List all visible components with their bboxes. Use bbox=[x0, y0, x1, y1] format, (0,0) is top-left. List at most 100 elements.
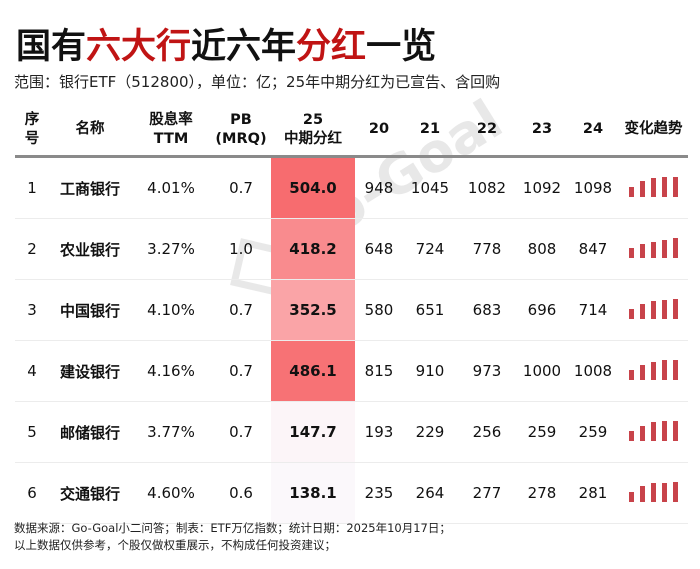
dividend-y24: 847 bbox=[567, 218, 619, 280]
spark-bar bbox=[662, 421, 667, 441]
dividend-yield: 4.10% bbox=[131, 279, 211, 341]
dividend-y22: 973 bbox=[457, 340, 517, 402]
bar-sparkline-icon bbox=[629, 419, 678, 441]
spark-bar bbox=[673, 299, 678, 319]
row-index: 3 bbox=[15, 279, 49, 341]
title-part: 一览 bbox=[366, 27, 437, 67]
col-header-yield: 股息率 TTM bbox=[131, 104, 211, 158]
bank-name: 建设银行 bbox=[49, 340, 131, 402]
dividend-table: 序号 名称 股息率 TTM PB (MRQ) 25 中期分红 20 21 22 23 … bbox=[15, 104, 688, 524]
pb-value: 0.7 bbox=[211, 156, 271, 219]
table-row: 1 工商银行 4.01% 0.7 504.0 948 1045 1082 1092 1098 bbox=[15, 156, 688, 219]
dividend-y21: 724 bbox=[403, 218, 457, 280]
spark-bar bbox=[640, 485, 645, 502]
interim-dividend-25: 504.0 bbox=[271, 156, 355, 219]
bar-sparkline-icon bbox=[629, 480, 678, 502]
dividend-y23: 1092 bbox=[517, 156, 567, 219]
row-index: 6 bbox=[15, 462, 49, 524]
dividend-y22: 1082 bbox=[457, 156, 517, 219]
table-row: 6 交通银行 4.60% 0.6 138.1 235 264 277 278 281 bbox=[15, 462, 688, 524]
row-index: 4 bbox=[15, 340, 49, 402]
dividend-y20: 948 bbox=[355, 156, 403, 219]
spark-bar bbox=[662, 240, 667, 258]
dividend-y20: 235 bbox=[355, 462, 403, 524]
dividend-y24: 281 bbox=[567, 462, 619, 524]
subtitle: 范围：银行ETF（512800），单位：亿；25年中期分红为已宣告、含回购 bbox=[14, 73, 501, 91]
trend-sparkline bbox=[619, 401, 688, 463]
col-header-div25: 25 中期分红 bbox=[271, 104, 355, 158]
trend-sparkline bbox=[619, 156, 688, 219]
pb-value: 0.7 bbox=[211, 340, 271, 402]
dividend-y24: 1098 bbox=[567, 156, 619, 219]
table-row: 3 中国银行 4.10% 0.7 352.5 580 651 683 696 714 bbox=[15, 279, 688, 341]
spark-bar bbox=[662, 300, 667, 319]
dividend-y23: 1000 bbox=[517, 340, 567, 402]
spark-bar bbox=[629, 370, 634, 380]
dividend-y24: 259 bbox=[567, 401, 619, 463]
dividend-yield: 3.77% bbox=[131, 401, 211, 463]
spark-bar bbox=[640, 365, 645, 380]
pb-value: 1.0 bbox=[211, 218, 271, 280]
dividend-y22: 683 bbox=[457, 279, 517, 341]
spark-bar bbox=[651, 241, 656, 258]
spark-bar bbox=[651, 301, 656, 319]
table-header-row: 序号 名称 股息率 TTM PB (MRQ) 25 中期分红 20 21 22 23 … bbox=[15, 104, 688, 158]
dividend-y20: 648 bbox=[355, 218, 403, 280]
pb-value: 0.7 bbox=[211, 401, 271, 463]
bar-sparkline-icon bbox=[629, 297, 678, 319]
dividend-y21: 229 bbox=[403, 401, 457, 463]
dividend-y23: 696 bbox=[517, 279, 567, 341]
bank-name: 中国银行 bbox=[49, 279, 131, 341]
dividend-y23: 259 bbox=[517, 401, 567, 463]
title-part-highlight: 六大行 bbox=[86, 27, 192, 67]
interim-dividend-25: 418.2 bbox=[271, 218, 355, 280]
spark-bar bbox=[640, 180, 645, 197]
footer-notes: 数据来源：Go-Goal小二问答；制表：ETF万亿指数；统计日期：2025年10… bbox=[14, 520, 451, 554]
col-header-y20: 20 bbox=[355, 104, 403, 158]
spark-bar bbox=[629, 248, 634, 258]
title-part: 国有 bbox=[16, 27, 87, 67]
spark-bar bbox=[662, 360, 667, 380]
bar-sparkline-icon bbox=[629, 358, 678, 380]
dividend-y21: 264 bbox=[403, 462, 457, 524]
table-row: 2 农业银行 3.27% 1.0 418.2 648 724 778 808 847 bbox=[15, 218, 688, 280]
dividend-yield: 4.16% bbox=[131, 340, 211, 402]
dividend-y21: 651 bbox=[403, 279, 457, 341]
spark-bar bbox=[673, 238, 678, 258]
bar-sparkline-icon bbox=[629, 236, 678, 258]
trend-sparkline bbox=[619, 340, 688, 402]
dividend-y24: 1008 bbox=[567, 340, 619, 402]
spark-bar bbox=[629, 492, 634, 502]
dividend-y21: 910 bbox=[403, 340, 457, 402]
page-title: 国有六大行近六年分红一览 bbox=[16, 18, 436, 69]
trend-sparkline bbox=[619, 218, 688, 280]
dividend-yield: 4.01% bbox=[131, 156, 211, 219]
dividend-y22: 277 bbox=[457, 462, 517, 524]
spark-bar bbox=[651, 361, 656, 380]
spark-bar bbox=[651, 421, 656, 441]
spark-bar bbox=[640, 244, 645, 258]
bar-sparkline-icon bbox=[629, 175, 678, 197]
dividend-y22: 256 bbox=[457, 401, 517, 463]
spark-bar bbox=[673, 421, 678, 441]
dividend-y22: 778 bbox=[457, 218, 517, 280]
dividend-y24: 714 bbox=[567, 279, 619, 341]
dividend-y20: 815 bbox=[355, 340, 403, 402]
spark-bar bbox=[651, 178, 656, 197]
footer-disclaimer: 以上数据仅供参考，个股仅做权重展示，不构成任何投资建议； bbox=[14, 538, 336, 552]
bank-name: 工商银行 bbox=[49, 156, 131, 219]
dividend-y21: 1045 bbox=[403, 156, 457, 219]
interim-dividend-25: 486.1 bbox=[271, 340, 355, 402]
spark-bar bbox=[629, 309, 634, 319]
dividend-y23: 808 bbox=[517, 218, 567, 280]
spark-bar bbox=[651, 482, 656, 502]
pb-value: 0.6 bbox=[211, 462, 271, 524]
dividend-yield: 3.27% bbox=[131, 218, 211, 280]
row-index: 2 bbox=[15, 218, 49, 280]
title-part-highlight: 分红 bbox=[296, 27, 367, 67]
dividend-y20: 580 bbox=[355, 279, 403, 341]
pb-value: 0.7 bbox=[211, 279, 271, 341]
spark-bar bbox=[673, 177, 678, 197]
spark-bar bbox=[640, 303, 645, 319]
col-header-y24: 24 bbox=[567, 104, 619, 158]
